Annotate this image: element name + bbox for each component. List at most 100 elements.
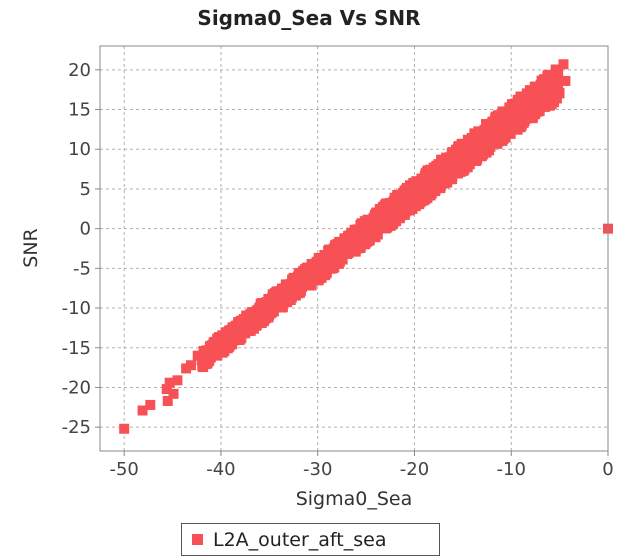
- data-point: [310, 269, 321, 280]
- data-point: [192, 350, 203, 361]
- data-point: [527, 93, 538, 104]
- data-point: [441, 152, 452, 163]
- data-point: [284, 294, 295, 305]
- x-tick-label: -20: [400, 459, 429, 480]
- x-axis-title: Sigma0_Sea: [296, 488, 413, 510]
- data-point: [137, 405, 148, 416]
- data-point: [402, 203, 413, 214]
- data-point: [239, 314, 250, 325]
- data-point: [368, 221, 379, 232]
- data-point: [551, 65, 562, 76]
- data-point: [496, 128, 507, 139]
- data-point: [545, 82, 556, 93]
- data-point: [527, 87, 538, 98]
- data-point: [476, 143, 487, 154]
- data-point: [456, 138, 467, 149]
- data-point: [168, 388, 179, 399]
- data-point: [233, 323, 244, 334]
- x-tick-label: -50: [109, 459, 138, 480]
- data-point: [338, 247, 349, 258]
- data-point: [315, 253, 326, 264]
- data-point: [388, 203, 399, 214]
- y-tick-label: 5: [80, 179, 91, 200]
- data-point: [247, 307, 258, 318]
- data-point: [432, 175, 443, 186]
- data-point: [209, 339, 220, 350]
- plot-frame: [99, 45, 609, 452]
- data-point: [439, 170, 450, 181]
- chart-title: Sigma0_Sea Vs SNR: [197, 6, 421, 30]
- data-point: [119, 423, 130, 434]
- data-point: [300, 263, 311, 274]
- data-point: [402, 182, 413, 193]
- data-point: [505, 104, 516, 115]
- data-point: [529, 81, 540, 92]
- data-point: [198, 345, 209, 356]
- data-point: [485, 119, 496, 130]
- data-point: [539, 74, 550, 85]
- data-point: [172, 375, 183, 386]
- data-point: [358, 229, 369, 240]
- data-point: [327, 247, 338, 258]
- data-point: [415, 190, 426, 201]
- data-point: [164, 377, 175, 388]
- data-point: [449, 149, 460, 160]
- y-tick-label: -15: [62, 338, 91, 359]
- data-point: [546, 74, 557, 85]
- data-point: [518, 114, 529, 125]
- data-point: [533, 102, 544, 113]
- data-point: [352, 233, 363, 244]
- data-point: [456, 156, 467, 167]
- data-point: [208, 347, 219, 358]
- data-point: [256, 302, 267, 313]
- data-point: [496, 123, 507, 134]
- data-point: [279, 284, 290, 295]
- data-point: [290, 288, 301, 299]
- data-point: [521, 88, 532, 99]
- data-point: [501, 113, 512, 124]
- data-point: [316, 264, 327, 275]
- data-point: [376, 205, 387, 216]
- data-point: [475, 130, 486, 141]
- data-point: [452, 168, 463, 179]
- data-point: [247, 312, 258, 323]
- x-tick-label: -10: [497, 459, 526, 480]
- data-point: [349, 224, 360, 235]
- data-point: [457, 161, 468, 172]
- data-point: [332, 252, 343, 263]
- data-point: [386, 213, 397, 224]
- data-point: [466, 132, 477, 143]
- data-point: [455, 149, 466, 160]
- data-points: [119, 59, 613, 434]
- data-point: [306, 275, 317, 286]
- data-point: [162, 395, 173, 406]
- data-point: [383, 205, 394, 216]
- data-point: [511, 112, 522, 123]
- data-point: [438, 177, 449, 188]
- data-point: [535, 79, 546, 90]
- data-point: [411, 178, 422, 189]
- data-point: [551, 93, 562, 104]
- x-tick-label: -30: [303, 459, 332, 480]
- data-point: [476, 148, 487, 159]
- data-point: [306, 258, 317, 269]
- data-point: [498, 133, 509, 144]
- data-point: [364, 233, 375, 244]
- data-point: [395, 211, 406, 222]
- data-point: [244, 325, 255, 336]
- y-tick-label: 20: [68, 60, 91, 81]
- data-point: [560, 75, 571, 86]
- data-point: [267, 289, 278, 300]
- legend-label: L2A_outer_aft_sea: [213, 528, 387, 551]
- data-point: [352, 243, 363, 254]
- data-point: [236, 331, 247, 342]
- y-tick-label: -20: [62, 377, 91, 398]
- y-tick-label: -25: [62, 417, 91, 438]
- y-tick-label: 15: [68, 100, 91, 121]
- data-point: [558, 59, 569, 70]
- y-axis-title: SNR: [20, 228, 42, 267]
- data-point: [340, 240, 351, 251]
- data-point: [419, 176, 430, 187]
